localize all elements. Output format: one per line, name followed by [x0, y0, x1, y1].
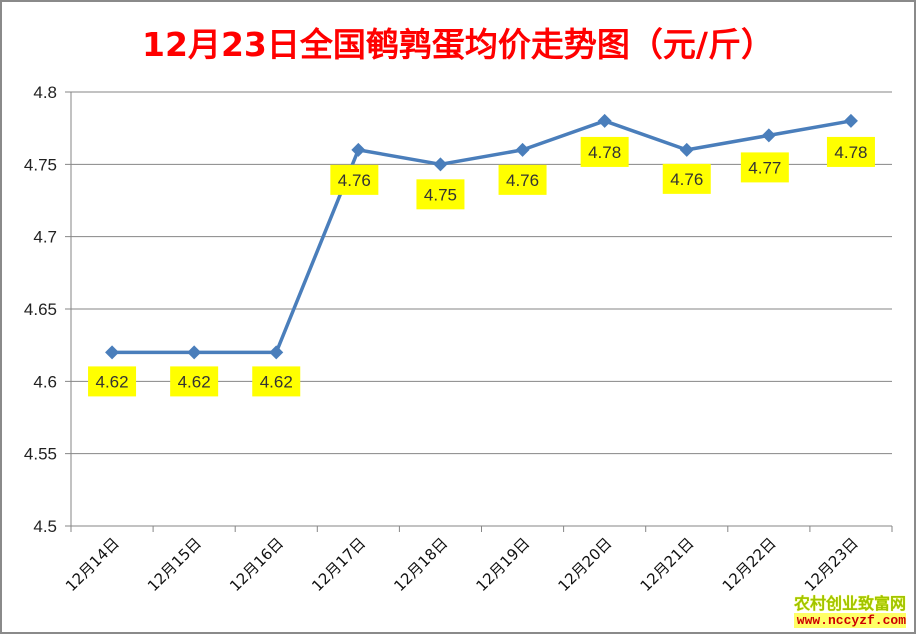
data-label: 4.76 — [670, 170, 703, 189]
x-tick-label: 12月23日 — [801, 534, 862, 595]
data-label: 4.75 — [424, 185, 457, 204]
data-point-marker — [105, 345, 120, 360]
data-label: 4.78 — [588, 143, 621, 162]
watermark-url: www.nccyzf.com — [793, 613, 906, 628]
watermark: 农村创业致富网 www.nccyzf.com — [793, 594, 906, 628]
data-label-box — [252, 366, 301, 397]
data-label-box — [88, 366, 137, 397]
data-point-marker — [679, 142, 694, 157]
data-point-marker — [761, 128, 776, 143]
x-tick-label: 12月22日 — [719, 534, 780, 595]
data-label: 4.76 — [506, 171, 539, 190]
x-tick-label: 12月15日 — [144, 534, 205, 595]
x-tick-label: 12月20日 — [555, 534, 616, 595]
data-point-marker — [351, 142, 366, 157]
data-label-box — [580, 136, 629, 167]
data-label-box — [740, 152, 789, 183]
x-tick-label: 12月14日 — [62, 534, 123, 595]
x-tick-label: 12月16日 — [226, 534, 287, 595]
price-line — [112, 119, 852, 355]
y-tick-label: 4.5 — [33, 517, 57, 536]
data-label: 4.77 — [748, 158, 781, 177]
y-tick-label: 4.75 — [24, 155, 57, 174]
y-tick-label: 4.8 — [33, 83, 57, 102]
data-label-box — [330, 164, 379, 195]
x-tick-label: 12月19日 — [472, 534, 533, 595]
chart-title: 12月23日全国鹌鹑蛋均价走势图（元/斤） — [142, 25, 774, 64]
data-label: 4.62 — [178, 372, 211, 391]
data-label: 4.78 — [834, 143, 867, 162]
data-point-marker — [597, 113, 612, 128]
data-label-box — [498, 164, 547, 195]
x-tick-label: 12月17日 — [308, 534, 369, 595]
y-tick-label: 4.65 — [24, 300, 57, 319]
data-point-marker — [187, 345, 202, 360]
data-label-box — [416, 179, 465, 210]
data-label-box — [826, 136, 875, 167]
data-point-marker — [843, 113, 858, 128]
data-point-marker — [269, 345, 284, 360]
data-point-marker — [433, 157, 448, 172]
data-label: 4.76 — [338, 171, 371, 190]
y-tick-label: 4.7 — [33, 228, 57, 247]
data-label-box — [662, 163, 711, 194]
y-tick-label: 4.55 — [24, 445, 57, 464]
data-point-marker — [515, 142, 530, 157]
data-label: 4.62 — [260, 372, 293, 391]
y-tick-label: 4.6 — [33, 372, 57, 391]
data-label-box — [170, 366, 219, 397]
x-tick-label: 12月18日 — [390, 534, 451, 595]
x-tick-label: 12月21日 — [637, 534, 698, 595]
watermark-site-name: 农村创业致富网 — [793, 594, 906, 613]
data-label: 4.62 — [96, 372, 129, 391]
